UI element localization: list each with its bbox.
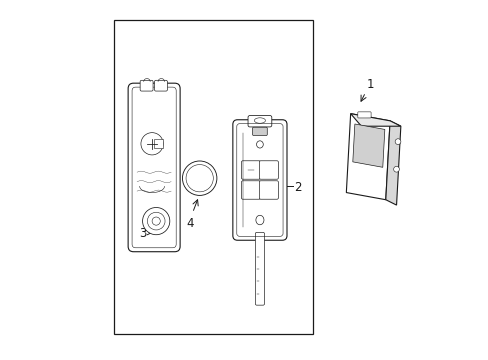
Circle shape [393,166,399,172]
FancyBboxPatch shape [259,161,278,179]
Polygon shape [346,114,389,200]
FancyBboxPatch shape [128,83,180,252]
Bar [113,21,312,334]
FancyBboxPatch shape [140,80,153,91]
Bar [154,139,163,148]
FancyBboxPatch shape [241,181,260,199]
Circle shape [147,212,165,230]
Ellipse shape [255,215,264,225]
Text: 1: 1 [366,78,373,91]
Circle shape [182,161,217,195]
FancyBboxPatch shape [255,232,264,305]
Polygon shape [385,121,400,205]
Text: 2: 2 [293,181,301,194]
Polygon shape [352,124,384,167]
Text: 4: 4 [185,217,193,230]
FancyBboxPatch shape [241,161,260,179]
Circle shape [142,207,169,235]
Circle shape [152,217,160,225]
Circle shape [141,132,163,155]
FancyBboxPatch shape [357,112,370,118]
Polygon shape [350,114,400,126]
Text: 3: 3 [139,227,146,240]
FancyBboxPatch shape [247,116,271,127]
Ellipse shape [256,141,263,148]
FancyBboxPatch shape [252,127,267,135]
Circle shape [394,139,400,144]
FancyBboxPatch shape [259,181,278,199]
FancyBboxPatch shape [232,120,286,240]
FancyBboxPatch shape [154,80,167,91]
